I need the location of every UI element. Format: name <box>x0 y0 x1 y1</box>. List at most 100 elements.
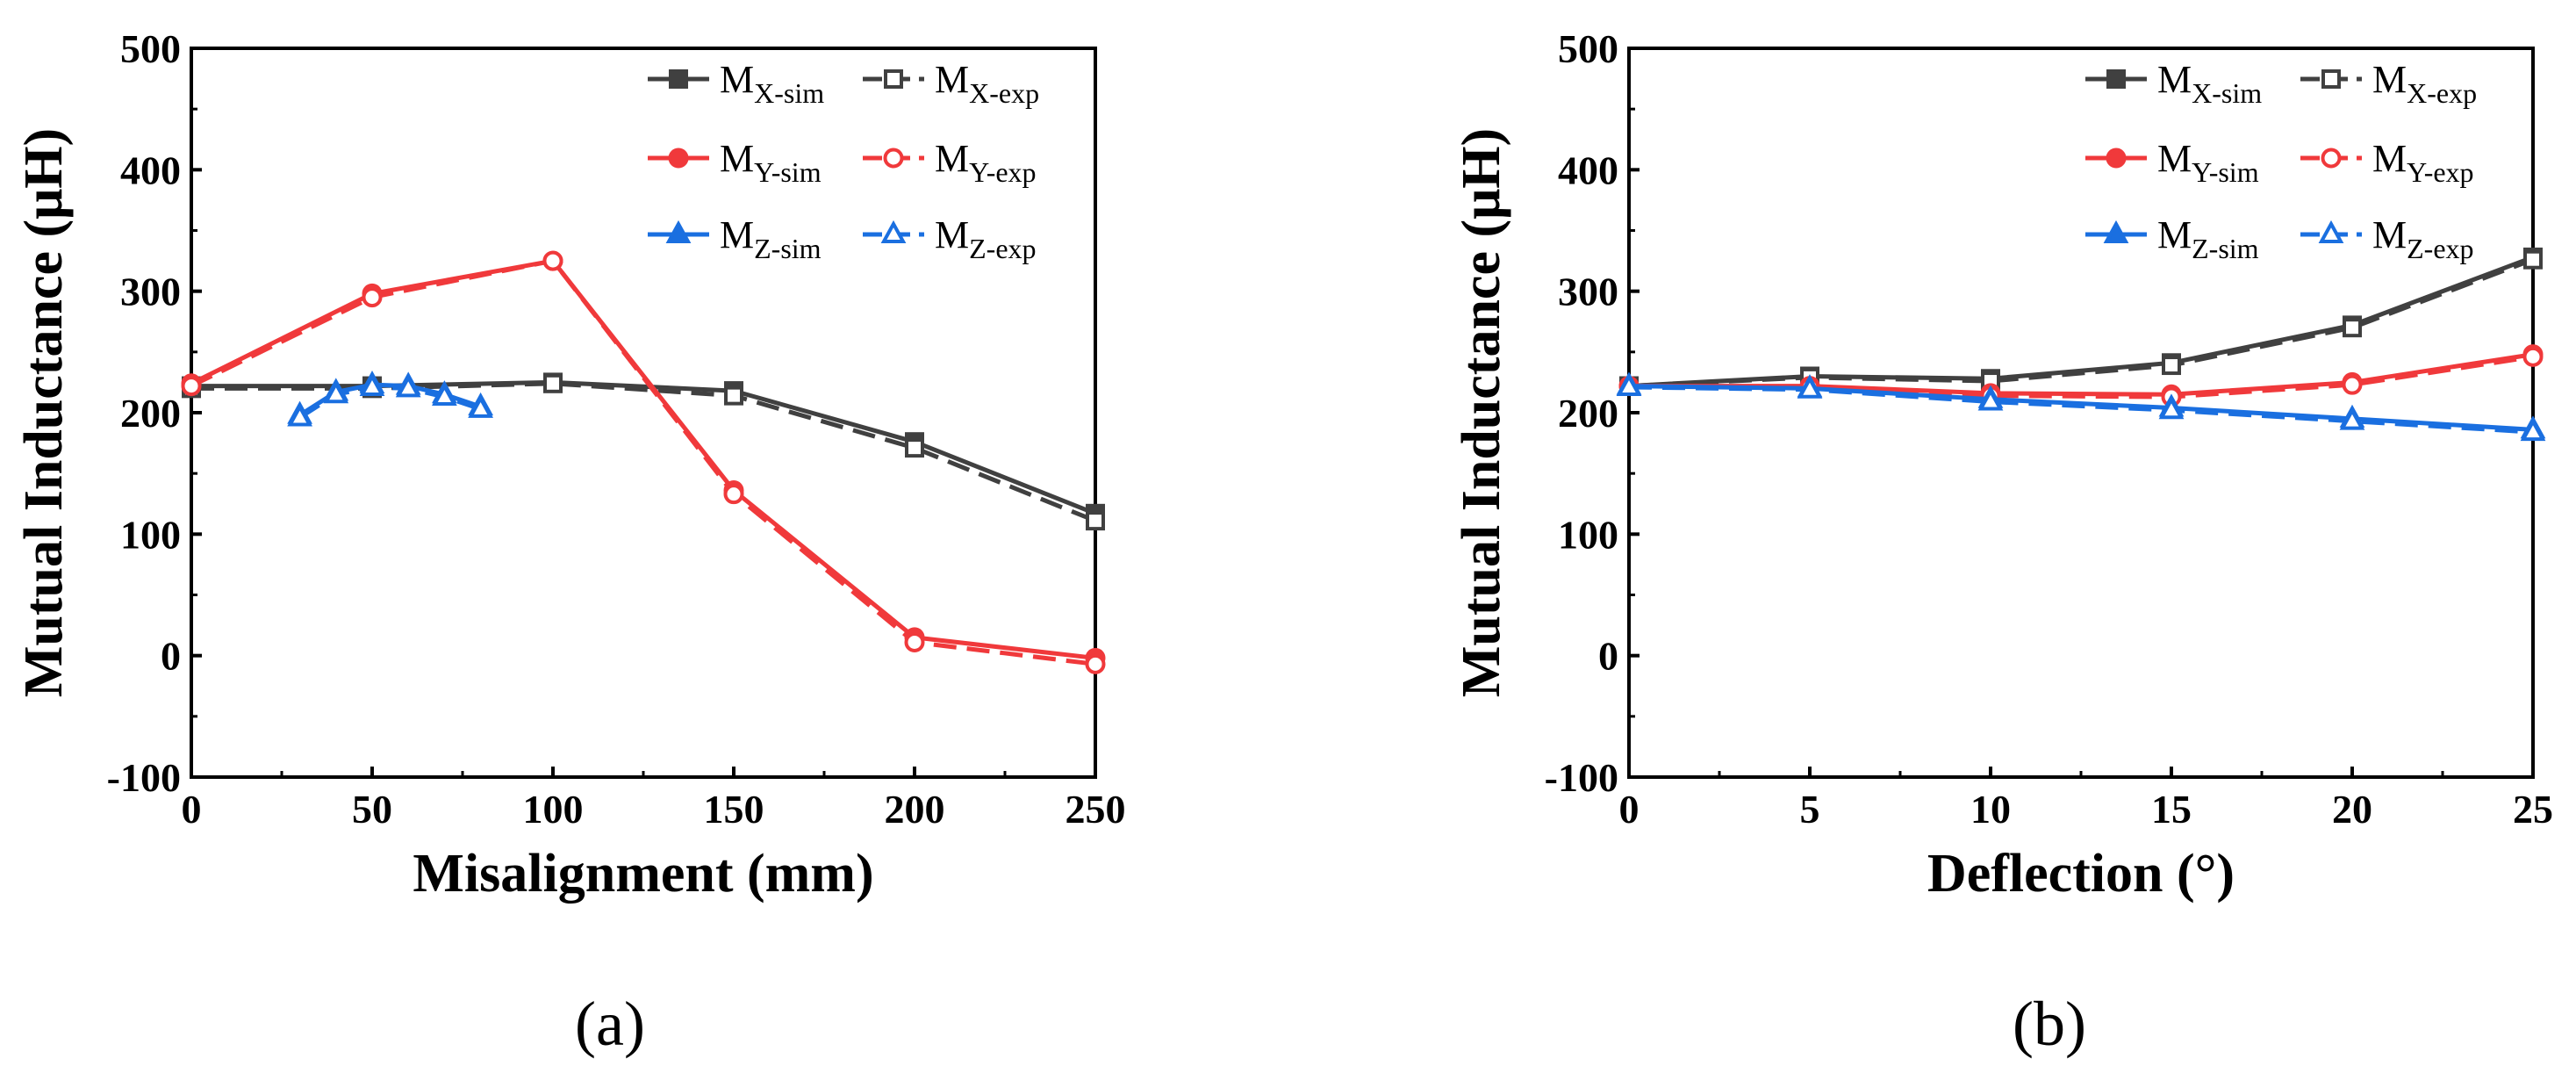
y-tick-label: 400 <box>1558 148 1618 192</box>
data-point <box>1977 387 2004 411</box>
x-tick-label: 25 <box>2513 787 2553 832</box>
legend-symbol: M <box>2157 213 2192 256</box>
data-point <box>1086 511 1105 531</box>
data-point <box>2342 374 2363 395</box>
y-tick-label: 400 <box>120 148 181 192</box>
legend-symbol: M <box>935 213 969 256</box>
legend-item-x-sim: MX-sim <box>648 58 824 109</box>
legend-subscript: Y-exp <box>2407 156 2473 188</box>
legend-label: MY-exp <box>935 137 1037 188</box>
legend-marker <box>880 220 907 243</box>
y-tick-label: -100 <box>107 755 181 800</box>
data-point <box>905 438 924 458</box>
legend-label: MY-exp <box>2372 137 2474 188</box>
x-tick-label: 100 <box>523 787 584 832</box>
legend-marker <box>2106 148 2127 169</box>
series-line <box>191 381 1096 523</box>
legend-subscript: Z-exp <box>969 233 1036 264</box>
chart-panel-a: 0 50 100 150 200 250-1000100200300400500Misal… <box>14 26 1126 1059</box>
legend-symbol: M <box>2157 137 2192 180</box>
data-point <box>1797 375 1823 399</box>
legend-subscript: X-sim <box>754 77 824 109</box>
series-z-exp <box>287 372 493 427</box>
data-point <box>323 380 349 404</box>
data-point <box>2343 318 2362 338</box>
data-point <box>2158 396 2185 420</box>
legend-label: MY-sim <box>720 137 822 188</box>
legend-label: MZ-exp <box>2372 213 2474 264</box>
data-point <box>2522 346 2544 367</box>
panel-label: (a) <box>575 989 645 1059</box>
legend-label: MX-sim <box>2157 58 2262 109</box>
legend-label: MZ-sim <box>720 213 822 264</box>
x-tick-label: 0 <box>182 787 202 832</box>
series-line <box>191 379 1096 516</box>
legend-symbol: M <box>2157 58 2192 101</box>
data-point <box>2520 417 2546 442</box>
series-z-sim <box>287 371 493 424</box>
y-tick-label: 300 <box>1558 270 1618 314</box>
data-point <box>1616 372 1642 396</box>
legend-label: MZ-exp <box>935 213 1037 264</box>
legend-marker <box>668 148 689 169</box>
legend-item-y-exp: MY-exp <box>2300 137 2474 188</box>
legend-item-z-exp: MZ-exp <box>2300 213 2474 264</box>
data-point <box>904 631 925 652</box>
x-tick-label: 15 <box>2151 787 2192 832</box>
legend-symbol: M <box>720 137 754 180</box>
legend-subscript: Z-sim <box>2192 233 2259 264</box>
x-tick-label: 10 <box>1970 787 2011 832</box>
data-point <box>395 374 421 398</box>
legend-marker <box>2321 148 2342 169</box>
legend-label: MY-sim <box>2157 137 2259 188</box>
data-point <box>723 484 744 505</box>
y-tick-label: 300 <box>120 270 181 314</box>
data-point <box>181 376 202 397</box>
legend-marker <box>2318 220 2344 243</box>
legend-symbol: M <box>2372 213 2407 256</box>
series-line <box>190 258 1096 660</box>
legend-item-z-sim: MZ-sim <box>2085 213 2259 264</box>
x-tick-label: 200 <box>885 787 945 832</box>
series-x-sim <box>182 372 1105 523</box>
data-point <box>362 287 383 308</box>
x-tick-label: 250 <box>1066 787 1126 832</box>
series-line <box>1628 255 2534 389</box>
legend-subscript: Z-sim <box>754 233 822 264</box>
legend-item-y-sim: MY-sim <box>2085 137 2259 188</box>
legend-label: MX-exp <box>935 58 1039 109</box>
legend-marker <box>2106 69 2126 89</box>
legend-subscript: X-exp <box>2407 77 2477 109</box>
legend-item-z-exp: MZ-exp <box>863 213 1037 264</box>
legend-symbol: M <box>720 58 754 101</box>
data-point <box>2162 356 2181 376</box>
legend-item-x-exp: MX-exp <box>2300 58 2477 109</box>
legend-subscript: Y-exp <box>969 156 1036 188</box>
x-tick-label: 20 <box>2332 787 2372 832</box>
series-y-exp <box>181 250 1106 674</box>
data-point <box>468 394 493 418</box>
legend-marker <box>883 148 904 169</box>
legend-subscript: X-exp <box>969 77 1039 109</box>
x-tick-label: 50 <box>352 787 392 832</box>
legend-symbol: M <box>2372 58 2407 101</box>
x-tick-label: 0 <box>1619 787 1640 832</box>
data-point <box>287 403 312 427</box>
legend-marker <box>669 69 688 89</box>
y-axis-label: Mutual Inductance (μH) <box>14 128 74 697</box>
data-point <box>432 382 457 407</box>
legend-label: MX-sim <box>720 58 824 109</box>
legend-item-y-exp: MY-exp <box>863 137 1037 188</box>
legend-symbol: M <box>935 58 969 101</box>
series-z-exp <box>1616 372 2546 442</box>
legend-item-y-sim: MY-sim <box>648 137 822 188</box>
x-tick-label: 5 <box>1800 787 1820 832</box>
y-tick-label: 500 <box>120 26 181 71</box>
legend-marker <box>884 69 903 89</box>
legend-marker <box>665 220 692 243</box>
y-axis-label: Mutual Inductance (μH) <box>1452 128 1511 697</box>
legend-marker <box>2321 69 2341 89</box>
series-line <box>1628 385 2534 435</box>
legend-marker <box>2103 220 2129 243</box>
